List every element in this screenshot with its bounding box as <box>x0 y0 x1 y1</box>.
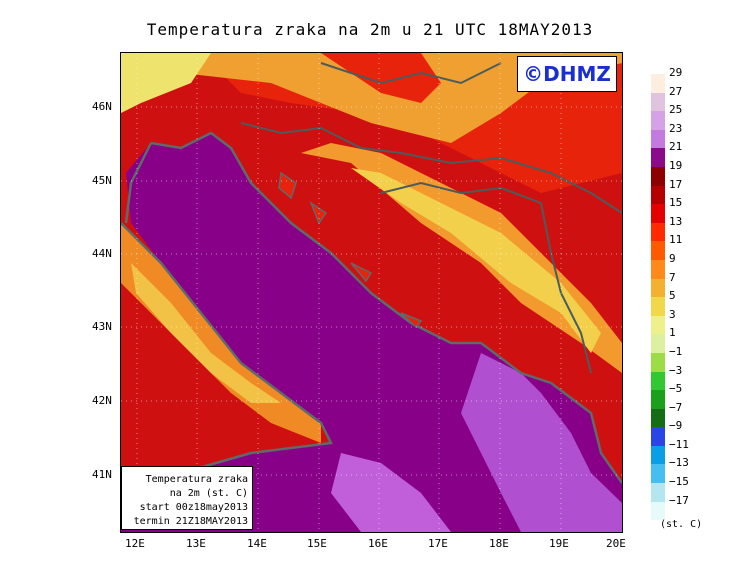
legend-label: 3 <box>669 307 676 321</box>
legend-label: 11 <box>669 233 683 247</box>
lat-label-41n: 41N <box>92 468 112 481</box>
legend-label: 5 <box>669 289 676 303</box>
lat-label-43n: 43N <box>92 320 112 333</box>
legend-label: −11 <box>669 437 689 451</box>
lat-label-45n: 45N <box>92 174 112 187</box>
lat-label-42n: 42N <box>92 394 112 407</box>
legend-label: −5 <box>669 382 683 396</box>
legend-swatch <box>651 278 665 298</box>
legend-swatch <box>651 445 665 465</box>
border-alps <box>320 62 502 85</box>
lat-label-46n: 46N <box>92 100 112 113</box>
legend-swatch <box>651 222 665 242</box>
lon-label-16e: 16E <box>368 537 388 550</box>
legend-label: 29 <box>669 66 683 79</box>
border-bosnia <box>380 181 542 204</box>
legend-label: −7 <box>669 400 683 414</box>
legend-label: 17 <box>669 177 683 191</box>
legend-swatch <box>651 259 665 279</box>
lon-label-14e: 14E <box>247 537 267 550</box>
legend-swatch <box>651 185 665 205</box>
legend-swatch <box>651 483 665 502</box>
legend-swatch <box>651 501 665 521</box>
dhmz-logo: ©DHMZ <box>517 56 617 92</box>
lat-label-44n: 44N <box>92 247 112 260</box>
land-yellow-nw <box>121 53 211 113</box>
legend-label: −15 <box>669 475 689 489</box>
legend-label: 25 <box>669 103 683 117</box>
legend-label: 27 <box>669 84 683 98</box>
legend-swatch <box>651 92 665 112</box>
legend-label: 13 <box>669 214 683 228</box>
legend-label: 19 <box>669 158 683 172</box>
legend-label: 15 <box>669 196 683 210</box>
land-dinaric-orange <box>301 143 622 373</box>
legend-swatch <box>651 464 665 484</box>
info-box: Temperatura zraka na 2m (st. C) start 00… <box>121 466 253 530</box>
map-title: Temperatura zraka na 2m u 21 UTC 18MAY20… <box>146 20 594 39</box>
legend-label: 1 <box>669 326 676 340</box>
lon-label-13e: 13E <box>186 537 206 550</box>
legend-label: −13 <box>669 456 689 470</box>
legend-label: −9 <box>669 419 683 433</box>
lon-label-15e: 15E <box>307 537 327 550</box>
lon-label-12e: 12E <box>125 537 145 550</box>
legend-swatch <box>651 352 665 372</box>
legend-swatch <box>651 408 665 428</box>
legend-label: 21 <box>669 140 683 154</box>
coastline-italy <box>121 222 333 495</box>
lon-label-17e: 17E <box>428 537 448 550</box>
info-line-2: na 2m (st. C) <box>169 488 248 499</box>
info-line-4: termin 21Z18MAY2013 <box>133 516 248 527</box>
legend-label: −1 <box>669 344 683 358</box>
coastline-east <box>150 131 622 484</box>
lon-label-19e: 19E <box>549 537 569 550</box>
legend-swatch <box>651 204 665 223</box>
temperature-map <box>120 52 623 533</box>
legend-swatch <box>651 297 665 316</box>
legend-swatch <box>651 427 665 446</box>
legend-swatch <box>651 315 665 335</box>
info-line-3: start 00z18may2013 <box>139 502 248 513</box>
legend-label: 23 <box>669 121 683 135</box>
land-italy-orange <box>121 223 321 443</box>
legend-swatch <box>651 129 665 149</box>
sea-warm-patch <box>461 353 622 532</box>
info-line-1: Temperatura zraka <box>145 474 248 485</box>
coastline-north <box>124 142 153 224</box>
legend-units: (st. C) <box>660 519 703 530</box>
graticule <box>121 53 622 532</box>
islands <box>278 171 423 329</box>
legend-swatch <box>651 334 665 353</box>
land-alps-band <box>121 53 622 143</box>
legend-swatch <box>651 166 665 186</box>
legend-label: 9 <box>669 251 676 265</box>
legend-label: −17 <box>669 493 689 507</box>
legend-swatch <box>651 390 665 409</box>
lon-label-18e: 18E <box>489 537 509 550</box>
legend-label: 7 <box>669 270 676 284</box>
lon-label-20e: 20E <box>606 537 626 550</box>
map-canvas <box>121 53 622 532</box>
legend-swatch <box>651 148 665 167</box>
sea-warm-patch-2 <box>331 453 451 532</box>
legend-label: −3 <box>669 363 683 377</box>
legend-swatch <box>651 371 665 391</box>
legend-swatch <box>651 74 665 93</box>
legend-swatch <box>651 111 665 130</box>
legend-swatch <box>651 241 665 260</box>
border-north <box>240 122 622 214</box>
